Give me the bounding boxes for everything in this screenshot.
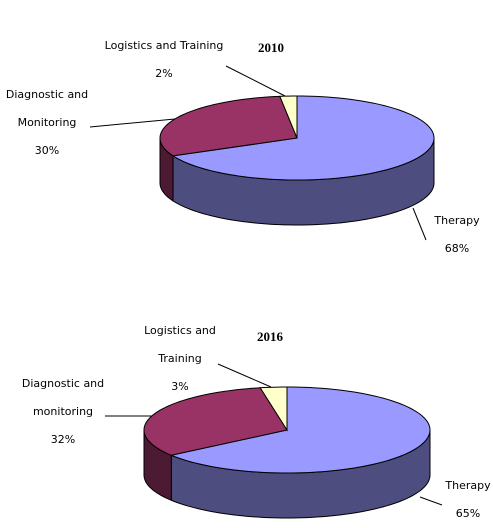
category-label: Logistics and Training — [104, 39, 224, 52]
category-label: Diagnostic and Monitoring — [5, 88, 89, 129]
category-label: Logistics and Training — [144, 324, 216, 365]
slice-label: Diagnostic and monitoring 32% — [13, 370, 113, 454]
pie-slice — [159, 95, 298, 157]
pie-slice — [279, 95, 298, 139]
slice-label: Therapy 65% — [438, 472, 493, 528]
pie-slice — [259, 386, 288, 432]
pie-slice — [143, 387, 288, 456]
slice-label: Therapy 68% — [422, 207, 492, 263]
slice-label: Logistics and Training 3% — [135, 317, 225, 401]
value-label: 32% — [50, 433, 76, 446]
category-label: Diagnostic and monitoring — [21, 377, 105, 418]
value-label: 30% — [34, 144, 60, 157]
leader-line — [419, 496, 443, 506]
slice-label: Logistics and Training 2% — [94, 32, 234, 88]
value-label: 3% — [171, 380, 189, 393]
value-label: 68% — [444, 242, 470, 255]
leader-lines — [89, 65, 443, 506]
value-label: 2% — [155, 67, 173, 80]
leader-line — [89, 118, 176, 128]
chart-title: 2016 — [257, 329, 283, 344]
pie-slice — [171, 95, 435, 181]
value-label: 65% — [455, 507, 481, 520]
chart-title: 2010 — [258, 40, 284, 55]
category-label: Therapy — [445, 479, 491, 492]
leader-line — [225, 65, 286, 97]
category-label: Therapy — [434, 214, 480, 227]
slice-label: Diagnostic and Monitoring 30% — [2, 81, 92, 165]
pie-slice — [169, 386, 431, 474]
leader-line — [412, 207, 427, 241]
leader-line — [217, 363, 272, 388]
